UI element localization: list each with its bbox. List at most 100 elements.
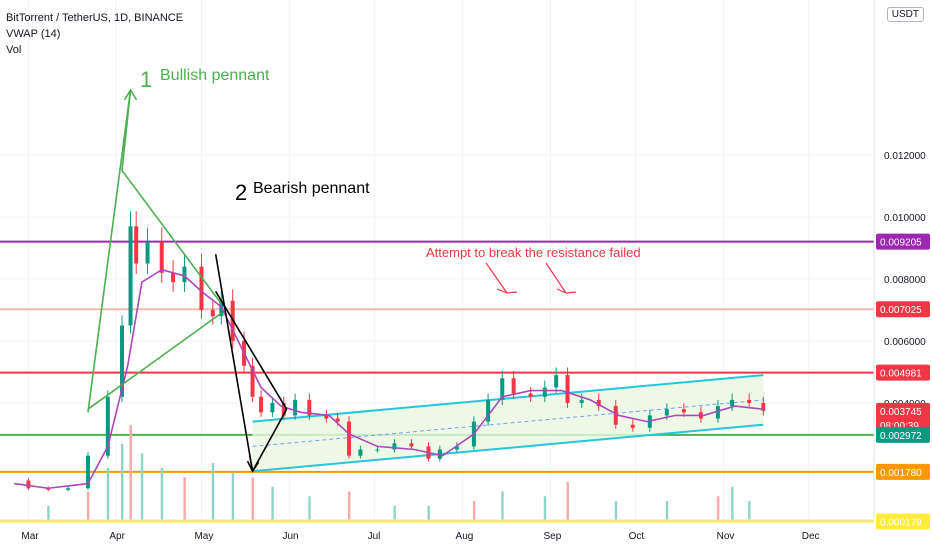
y-tick-label: 0.010000 — [884, 213, 926, 224]
bullish-pennant-line — [121, 89, 132, 171]
x-tick-label: Nov — [717, 531, 735, 542]
chart-legend: BitTorrent / TetherUS, 1D, BINANCE VWAP … — [6, 10, 183, 58]
bearish-pennant-line — [214, 290, 288, 410]
bullish-arrowhead — [123, 88, 138, 101]
volume-bar — [47, 505, 50, 520]
price-tag — [876, 233, 930, 250]
x-tick-label: May — [194, 531, 213, 542]
candle-body — [66, 488, 71, 490]
bullish-pennant-line — [121, 170, 222, 305]
volume-bar — [160, 467, 164, 520]
bearish-pennant-line — [251, 408, 288, 472]
candle-body — [259, 396, 264, 413]
volume-bar — [129, 425, 132, 520]
x-tick-label: Aug — [456, 531, 474, 542]
x-tick-label: Oct — [629, 531, 645, 542]
candle-body — [664, 409, 669, 416]
volume-bar — [271, 486, 274, 520]
volume-bar — [211, 463, 215, 520]
bearish-pennant-line — [214, 254, 254, 472]
volume-bar — [348, 491, 351, 520]
candle-body — [715, 406, 720, 419]
price-tag-label: 0.009205 — [880, 238, 922, 249]
candle-body — [281, 403, 286, 416]
price-tag-label: 0.002972 — [880, 431, 922, 442]
volume-bar — [251, 477, 254, 520]
price-tag-label: 0.007025 — [880, 305, 922, 316]
price-tag-label: 0.004981 — [880, 369, 922, 380]
candle-body — [105, 396, 110, 456]
price-tag-label: 08:00:39 — [880, 421, 919, 432]
price-tags: 0.009205 0.007025 0.004981 0.003745 08:00:39… — [876, 233, 930, 530]
candle-body — [409, 443, 414, 447]
candle-body — [347, 421, 352, 456]
volume-bar — [472, 501, 476, 520]
candle-body — [293, 399, 298, 416]
candle-body — [250, 365, 255, 397]
volume-bar — [183, 477, 186, 520]
candle-body — [630, 424, 635, 428]
x-tick-label: Sep — [544, 531, 562, 542]
volume-bar — [731, 486, 734, 520]
candle-body — [554, 375, 559, 388]
pattern-drawings — [87, 88, 288, 473]
price-tag-label: 0.001780 — [880, 468, 922, 479]
volume-bar — [716, 496, 720, 520]
candle-body — [120, 325, 125, 397]
candle-body — [159, 241, 164, 273]
price-tag-label: 0.003745 — [880, 407, 922, 418]
resistance-arrow-right — [545, 262, 577, 294]
price-tag — [876, 402, 930, 419]
volume-bar — [748, 501, 751, 520]
volume-legend[interactable]: Vol — [6, 44, 22, 56]
y-tick-label: 0.008000 — [884, 275, 926, 286]
candle-body — [134, 226, 139, 264]
price-tag — [876, 426, 930, 443]
candle-body — [358, 449, 363, 456]
candle-body — [681, 409, 686, 413]
x-tick-label: Apr — [109, 531, 125, 542]
x-tick-label: Jul — [368, 531, 381, 542]
bearish-pennant-number: 2 — [235, 180, 247, 205]
volume-bar — [393, 505, 396, 520]
candle-body — [500, 378, 505, 400]
volume-bar — [308, 496, 311, 520]
candle-body — [528, 393, 533, 397]
candle-body — [128, 226, 133, 326]
volume-bar — [427, 505, 430, 520]
volume-bar — [566, 482, 569, 520]
price-tag — [876, 463, 930, 480]
price-tag — [876, 301, 930, 318]
channel-fill — [252, 375, 764, 472]
volume-bar — [121, 444, 124, 520]
volume-bar — [614, 501, 618, 520]
price-tag — [876, 513, 930, 530]
time-axis[interactable]: Mar Apr May Jun Jul Aug Sep Oct Nov Dec — [0, 519, 874, 542]
resistance-annotation: Attempt to break the resistance failed — [426, 245, 641, 260]
channel-lower-line — [252, 423, 764, 473]
candle-body — [579, 399, 584, 403]
candle-body — [307, 399, 312, 416]
candle-body — [392, 443, 397, 450]
candle-body — [270, 403, 275, 413]
vwap-legend[interactable]: VWAP (14) — [6, 28, 61, 40]
price-series — [26, 211, 766, 492]
candle-body — [596, 399, 601, 407]
symbol-title[interactable]: BitTorrent / TetherUS, 1D, BINANCE — [6, 12, 184, 24]
candle-body — [730, 399, 735, 407]
y-tick-label: 0.006000 — [884, 337, 926, 348]
candle-body — [761, 403, 766, 411]
x-tick-label: Mar — [21, 531, 39, 542]
resistance-arrow-left — [485, 262, 518, 294]
currency-button[interactable]: USDT — [886, 7, 924, 22]
candle-body — [565, 375, 570, 403]
vwap-line — [14, 268, 764, 490]
price-tag — [876, 364, 930, 381]
candle-body — [747, 399, 752, 403]
candle-body — [335, 418, 340, 422]
candle-body — [171, 272, 176, 283]
bullish-pennant-number: 1 — [140, 67, 152, 92]
price-tag-label: 0.000179 — [880, 517, 922, 528]
volume-bar — [543, 496, 547, 520]
